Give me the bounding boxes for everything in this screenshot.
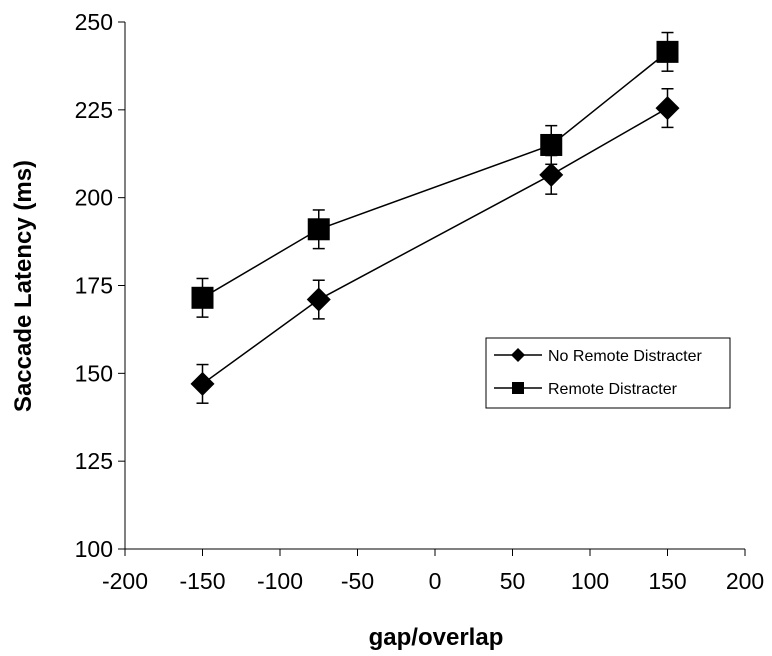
- data-point: [191, 286, 214, 309]
- data-point: [656, 40, 679, 63]
- x-tick-label: -150: [179, 568, 225, 594]
- y-tick-label: 250: [75, 9, 113, 35]
- x-tick-label: 200: [726, 568, 764, 594]
- legend-label: Remote Distracter: [548, 381, 678, 398]
- x-tick-label: -50: [341, 568, 374, 594]
- y-tick-label: 150: [75, 360, 113, 386]
- x-tick-label: 0: [429, 568, 442, 594]
- y-tick-label: 175: [75, 273, 113, 299]
- data-point: [307, 218, 330, 241]
- legend: No Remote Distracter Remote Distracter: [485, 337, 731, 409]
- data-point: [190, 371, 215, 396]
- axes: 100 125 150 175 200 225 250 -200 -150 -100 -50 0 50 1…: [75, 9, 765, 594]
- x-tick-label: -200: [102, 568, 148, 594]
- legend-box: [485, 337, 731, 409]
- x-tick-label: 150: [648, 568, 686, 594]
- y-tick-label: 225: [75, 97, 113, 123]
- series-remote-distracter: [191, 31, 679, 318]
- x-tick-label: 100: [571, 568, 609, 594]
- data-point: [306, 287, 331, 312]
- x-axis-title: gap/overlap: [369, 624, 504, 651]
- data-point: [540, 133, 563, 156]
- legend-label: No Remote Distracter: [548, 348, 702, 365]
- y-tick-label: 100: [75, 536, 113, 562]
- data-point: [539, 162, 564, 187]
- series-layer: [190, 31, 680, 404]
- series-line: [202, 107, 668, 385]
- legend-marker: [511, 348, 525, 362]
- series-no-remote-distracter: [190, 88, 680, 404]
- x-tick-label: 50: [500, 568, 526, 594]
- y-tick-label: 125: [75, 448, 113, 474]
- series-line: [202, 51, 668, 299]
- y-tick-label: 200: [75, 185, 113, 211]
- legend-marker: [512, 382, 524, 394]
- x-tick-label: -100: [257, 568, 303, 594]
- data-point: [655, 96, 680, 121]
- y-axis-title: Saccade Latency (ms): [10, 160, 37, 412]
